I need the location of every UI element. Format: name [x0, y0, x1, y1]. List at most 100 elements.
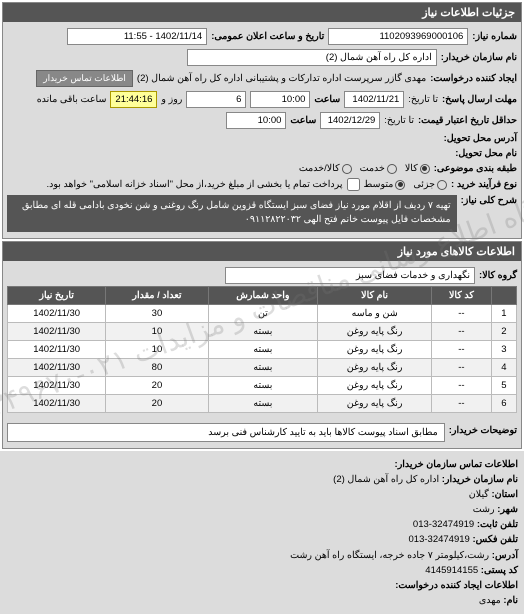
treasury-checkbox[interactable] [347, 178, 360, 191]
need-desc-label: شرح کلی نیاز: [461, 195, 517, 206]
table-cell: 2 [491, 322, 516, 340]
category-radio-group: کالا خدمت کالا/خدمت [299, 163, 430, 174]
city-label: شهر: [497, 504, 518, 515]
deadline-reply-suffix: تا تاریخ: [408, 94, 438, 105]
col-name: نام کالا [318, 286, 432, 304]
col-code: کد کالا [432, 286, 492, 304]
table-row: 6--رنگ پایه روغنبسته201402/11/30 [8, 394, 517, 412]
radio-low-label: جزئی [413, 179, 435, 190]
table-cell: -- [432, 376, 492, 394]
table-cell: رنگ پایه روغن [318, 322, 432, 340]
goods-table: کد کالا نام کالا واحد شمارش تعداد / مقدا… [7, 286, 517, 413]
org-value: اداره کل راه آهن شمال (2) [333, 474, 439, 485]
radio-dot-icon [420, 164, 430, 174]
table-cell: بسته [208, 322, 318, 340]
days-value: 6 [186, 91, 246, 108]
need-number-value: 1102093969000106 [328, 28, 468, 45]
radio-dot-icon [387, 164, 397, 174]
radio-dot-icon [395, 180, 405, 190]
remarks-value: مطابق اسناد پیوست کالاها باید به تایید ک… [7, 423, 445, 442]
deadline-reply-label: مهلت ارسال پاسخ: [442, 94, 517, 105]
remain-time: 21:44:16 [110, 91, 157, 108]
table-cell: 1402/11/30 [8, 394, 106, 412]
table-cell: -- [432, 394, 492, 412]
table-cell: 20 [106, 376, 208, 394]
table-cell: شن و ماسه [318, 304, 432, 322]
table-cell: بسته [208, 340, 318, 358]
table-cell: -- [432, 322, 492, 340]
radio-low[interactable]: جزئی [413, 179, 447, 190]
table-cell: 1402/11/30 [8, 322, 106, 340]
addr-value: رشت،کیلومتر ۷ جاده خرجه، ایستگاه راه آهن… [290, 550, 489, 561]
table-row: 1--شن و ماسهتن301402/11/30 [8, 304, 517, 322]
table-cell: 80 [106, 358, 208, 376]
panel2-title: اطلاعات کالاهای مورد نیاز [3, 242, 521, 261]
table-cell: -- [432, 340, 492, 358]
creator-name-label: نام: [503, 595, 518, 606]
radio-goods-label: کالا [405, 163, 418, 174]
table-cell: رنگ پایه روغن [318, 376, 432, 394]
checkbox-note: پرداخت تمام یا بخشی از مبلغ خرید،از محل … [46, 179, 342, 190]
delivery-addr-label: آدرس محل تحویل: [444, 133, 517, 144]
phone-label: تلفن ثابت: [477, 519, 518, 530]
addr-label: آدرس: [492, 550, 518, 561]
table-cell: 4 [491, 358, 516, 376]
contact-buyer-button[interactable]: اطلاعات تماس خریدار [36, 70, 133, 87]
table-row: 2--رنگ پایه روغنبسته101402/11/30 [8, 322, 517, 340]
table-cell: رنگ پایه روغن [318, 394, 432, 412]
days-label: روز و [161, 94, 182, 105]
announce-value: 1402/11/14 - 11:55 [67, 28, 207, 45]
footer-title: اطلاعات تماس سازمان خریدار: [395, 459, 518, 470]
group-label: گروه کالا: [479, 270, 517, 281]
radio-service[interactable]: خدمت [360, 163, 397, 174]
requester-label: ایجاد کننده درخواست: [430, 73, 517, 84]
radio-mid[interactable]: متوسط [364, 179, 406, 190]
radio-dot-icon [342, 164, 352, 174]
delivery-place-label: نام محل تحویل: [455, 148, 517, 159]
remain-suffix: ساعت باقی مانده [37, 94, 107, 105]
buytype-radio-group: جزئی متوسط [364, 179, 448, 190]
radio-goods-service[interactable]: کالا/خدمت [299, 163, 352, 174]
fax-value: 32474919-013 [409, 534, 470, 545]
requester-value: مهدی گازر سرپرست اداره تدارکات و پشتیبان… [137, 73, 426, 84]
table-cell: 1402/11/30 [8, 376, 106, 394]
radio-goods-service-label: کالا/خدمت [299, 163, 340, 174]
validity-date: 1402/12/29 [320, 112, 380, 129]
need-number-label: شماره نیاز: [472, 31, 517, 42]
remarks-label: توضیحات خریدار: [449, 425, 517, 436]
buyer-name-label: نام سازمان خریدار: [441, 52, 517, 63]
table-header-row: کد کالا نام کالا واحد شمارش تعداد / مقدا… [8, 286, 517, 304]
deadline-reply-date: 1402/11/21 [344, 91, 404, 108]
table-cell: 5 [491, 376, 516, 394]
creator-title: اطلاعات ایجاد کننده درخواست: [395, 580, 518, 591]
deadline-reply-hour: 10:00 [250, 91, 310, 108]
hour-label-2: ساعت [290, 115, 316, 126]
table-cell: -- [432, 304, 492, 322]
table-row: 5--رنگ پایه روغنبسته201402/11/30 [8, 376, 517, 394]
table-cell: 1402/11/30 [8, 304, 106, 322]
post-label: کد پستی: [481, 565, 518, 576]
radio-goods[interactable]: کالا [405, 163, 430, 174]
table-cell: 1 [491, 304, 516, 322]
budget-label: طبقه بندی موضوعی: [434, 163, 517, 174]
table-cell: 6 [491, 394, 516, 412]
panel1-title: جزئیات اطلاعات نیاز [3, 3, 521, 22]
table-cell: 30 [106, 304, 208, 322]
radio-service-label: خدمت [360, 163, 385, 174]
table-cell: رنگ پایه روغن [318, 358, 432, 376]
need-desc-value: تهیه ۷ ردیف از اقلام مورد نیاز فضای سبز … [7, 195, 457, 232]
table-cell: بسته [208, 376, 318, 394]
col-qty: تعداد / مقدار [106, 286, 208, 304]
table-cell: رنگ پایه روغن [318, 340, 432, 358]
radio-mid-label: متوسط [364, 179, 394, 190]
table-cell: 1402/11/30 [8, 358, 106, 376]
creator-name-value: مهدی [479, 595, 501, 606]
buy-type-label: نوع فرآیند خرید : [451, 179, 517, 190]
province-value: گیلان [469, 489, 489, 500]
buyer-name-value: اداره کل راه آهن شمال (2) [187, 49, 437, 66]
table-cell: -- [432, 358, 492, 376]
table-cell: 10 [106, 322, 208, 340]
table-cell: 1402/11/30 [8, 340, 106, 358]
announce-label: تاریخ و ساعت اعلان عمومی: [211, 31, 324, 42]
table-cell: 20 [106, 394, 208, 412]
